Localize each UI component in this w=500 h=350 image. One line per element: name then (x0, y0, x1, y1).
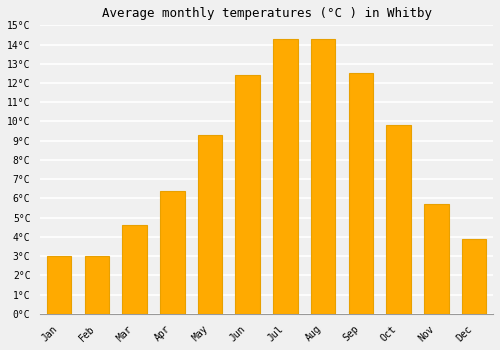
Bar (386, 125, 411, 314)
Bar (311, 39, 336, 314)
Bar (348, 74, 373, 314)
Bar (462, 239, 486, 314)
Title: Average monthly temperatures (°C ) in Whitby: Average monthly temperatures (°C ) in Wh… (102, 7, 431, 20)
Bar (424, 204, 448, 314)
Bar (84, 256, 109, 314)
Bar (160, 191, 184, 314)
Bar (47, 256, 72, 314)
Bar (273, 39, 297, 314)
Bar (122, 225, 147, 314)
Bar (236, 75, 260, 314)
Bar (198, 135, 222, 314)
